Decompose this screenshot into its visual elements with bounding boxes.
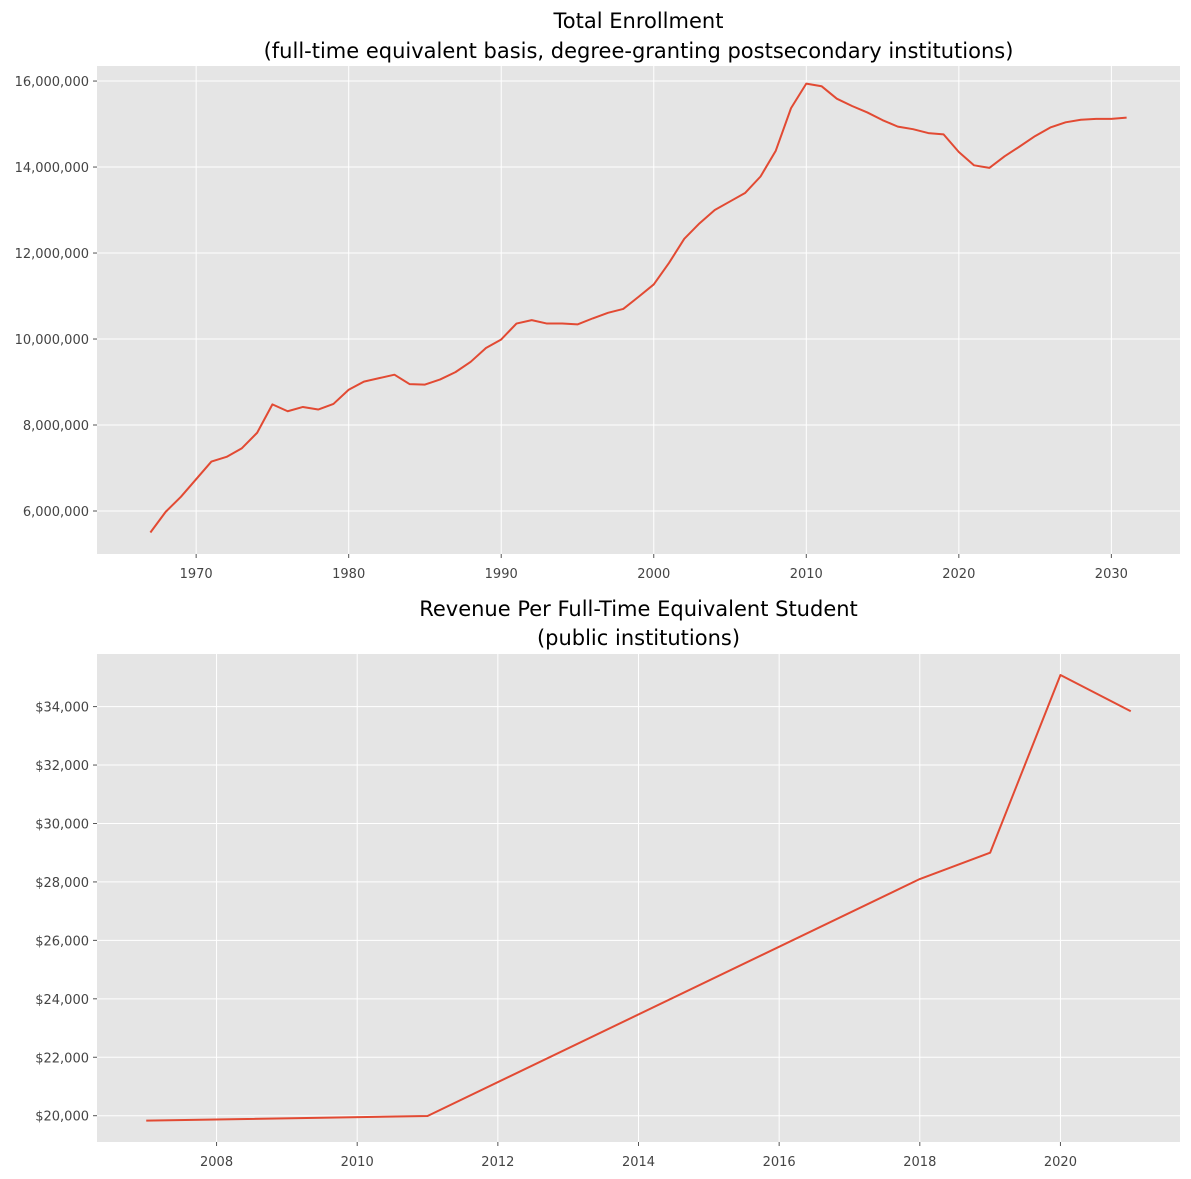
y-tick-label: 10,000,000 xyxy=(15,333,89,348)
series-line xyxy=(149,82,1127,534)
x-tick-label: 2012 xyxy=(481,1155,514,1170)
y-tick-label: 14,000,000 xyxy=(15,161,89,176)
y-tick-label: 12,000,000 xyxy=(15,247,89,262)
chart-1: Total Enrollment (full-time equivalent ba… xyxy=(15,9,1180,582)
x-tick-label: 2010 xyxy=(341,1155,374,1170)
x-tick-label: 2020 xyxy=(1044,1155,1077,1170)
x-tick-label: 2008 xyxy=(200,1155,233,1170)
y-tick-label: $32,000 xyxy=(35,759,89,774)
series-line xyxy=(146,674,1132,1122)
x-tick-label: 1980 xyxy=(332,567,365,582)
y-tick-label: $28,000 xyxy=(35,876,89,891)
y-tick-label: 8,000,000 xyxy=(23,419,89,434)
x-tick-label: 2020 xyxy=(942,567,975,582)
y-tick-label: $20,000 xyxy=(35,1110,89,1125)
y-tick-label: $30,000 xyxy=(35,817,89,832)
x-tick-label: 1970 xyxy=(180,567,213,582)
plot-area xyxy=(97,66,1180,554)
x-tick-label: 1990 xyxy=(485,567,518,582)
x-tick-label: 2014 xyxy=(622,1155,655,1170)
chart-2: Revenue Per Full-Time Equivalent Student… xyxy=(35,597,1180,1170)
y-tick-label: $34,000 xyxy=(35,701,89,716)
chart-subtitle: (full-time equivalent basis, degree-gran… xyxy=(264,39,1014,63)
chart-subtitle: (public institutions) xyxy=(537,626,740,650)
y-tick-label: $24,000 xyxy=(35,993,89,1008)
x-tick-label: 2016 xyxy=(763,1155,796,1170)
y-tick-label: 16,000,000 xyxy=(15,75,89,90)
chart-title: Total Enrollment xyxy=(553,9,724,33)
y-tick-label: $26,000 xyxy=(35,934,89,949)
x-tick-label: 2010 xyxy=(790,567,823,582)
x-tick-label: 2030 xyxy=(1095,567,1128,582)
x-tick-label: 2018 xyxy=(903,1155,936,1170)
chart-title: Revenue Per Full-Time Equivalent Student xyxy=(419,597,858,621)
y-tick-label: 6,000,000 xyxy=(23,505,89,520)
y-tick-label: $22,000 xyxy=(35,1051,89,1066)
x-tick-label: 2000 xyxy=(637,567,670,582)
